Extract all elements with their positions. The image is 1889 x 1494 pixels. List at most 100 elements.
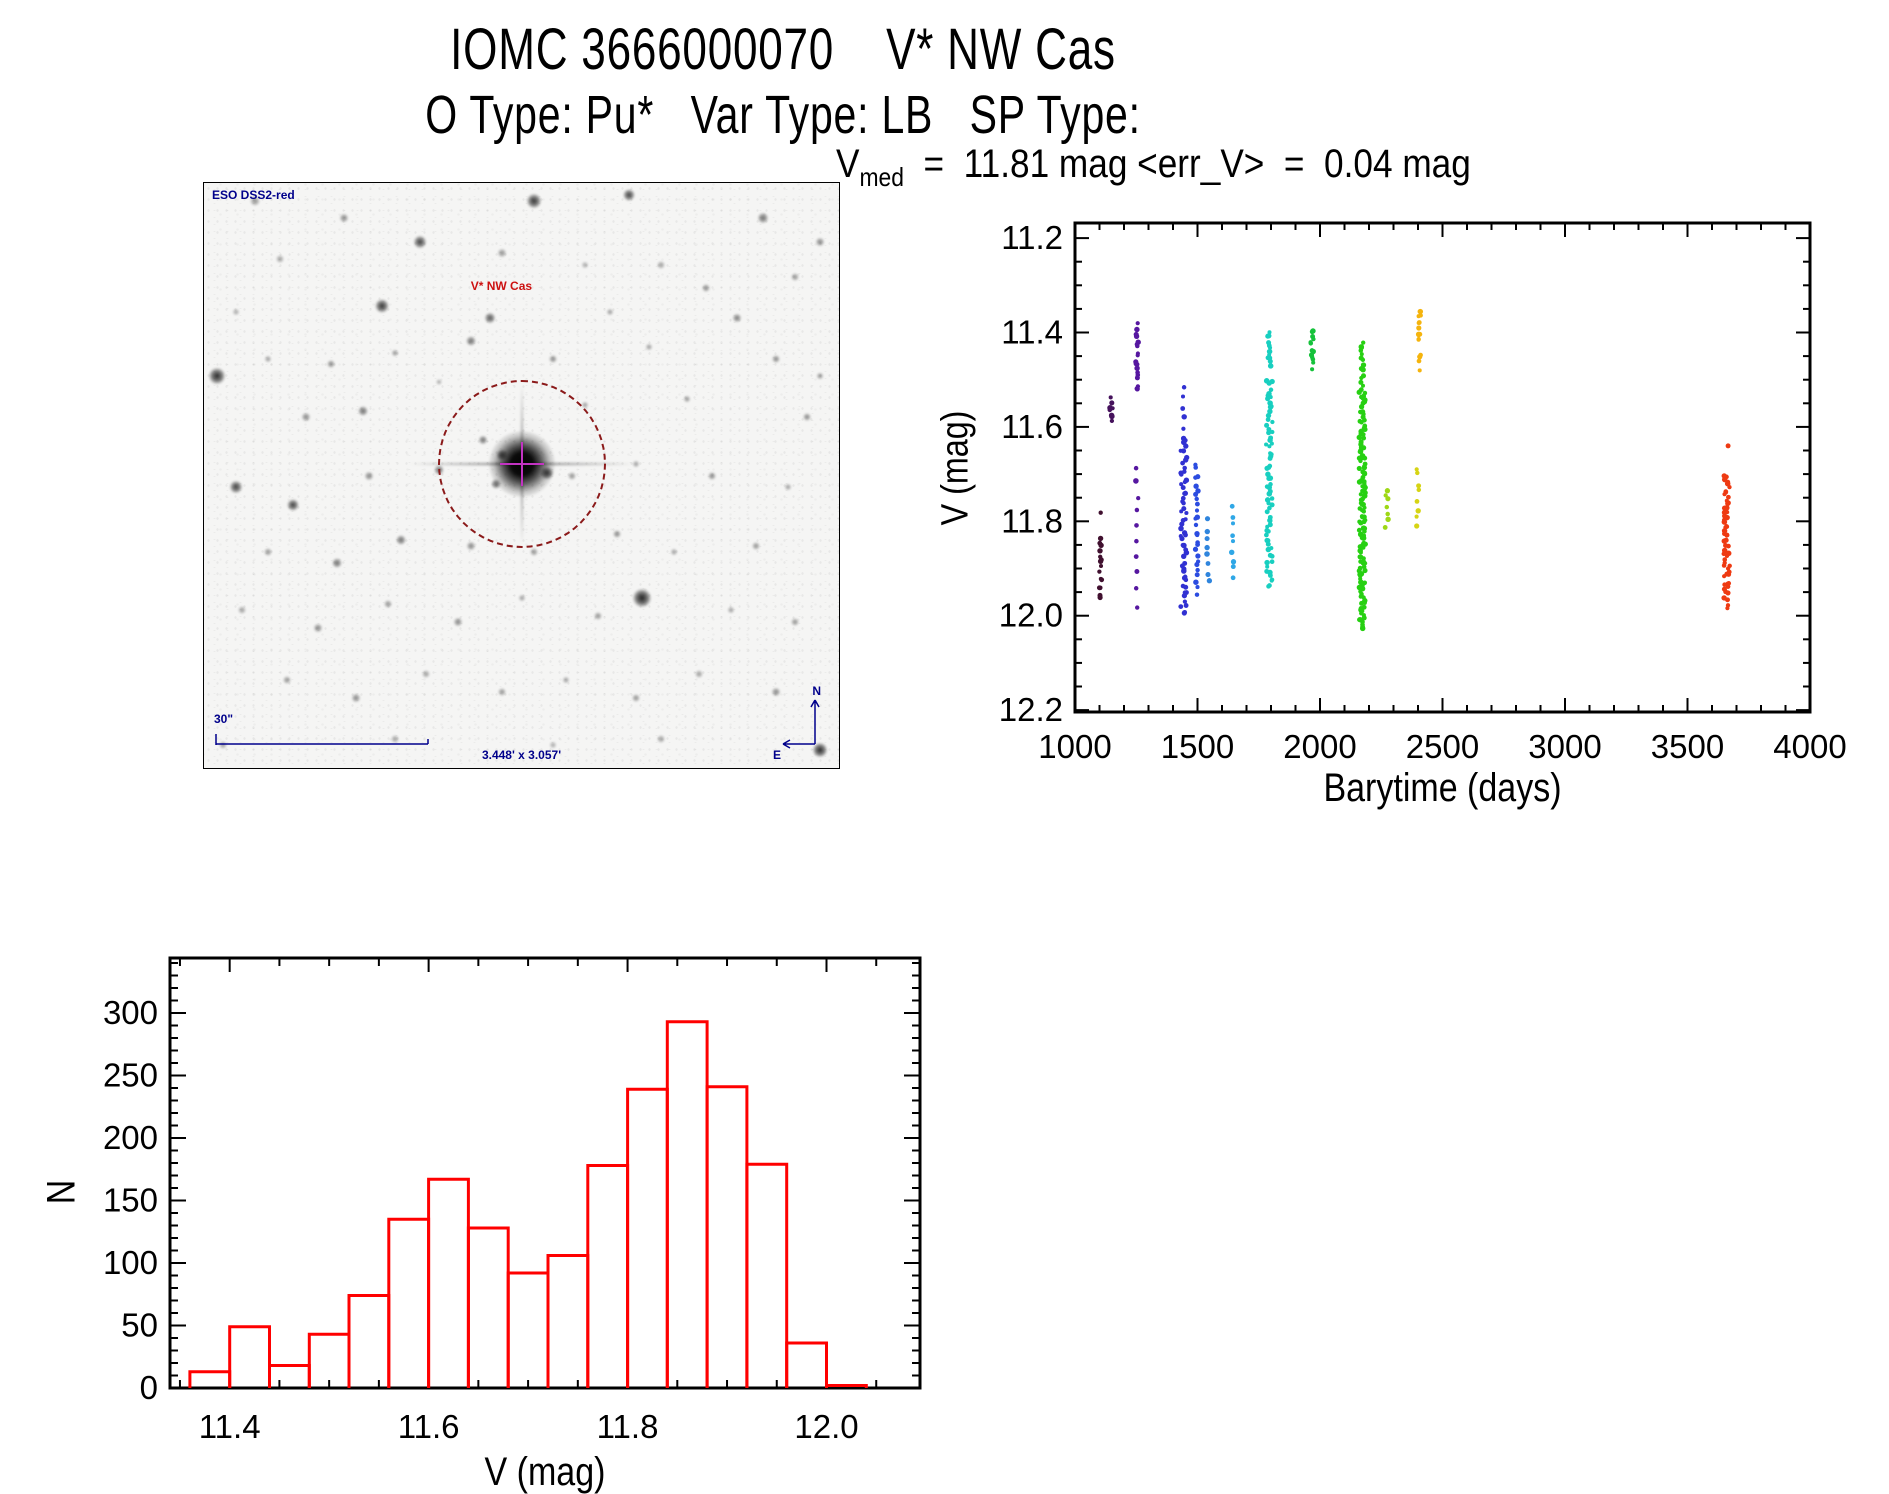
field-star — [422, 670, 431, 679]
histogram-plot: 11.4 11.6 11.8 12.0 0 50 100 150 200 250 300 — [103, 956, 922, 1445]
svg-text:1000: 1000 — [1038, 728, 1111, 765]
field-star — [727, 606, 735, 614]
field-star — [612, 530, 621, 538]
field-star — [632, 460, 640, 468]
crosshair-icon — [520, 441, 523, 486]
field-star — [518, 594, 525, 602]
field-star — [282, 676, 291, 685]
field-star — [784, 483, 792, 491]
field-star — [670, 548, 678, 556]
scatter-tick-labels: 1000 1500 2000 2500 3000 3500 4000 11.2 11.4 11.6… — [999, 219, 1847, 765]
field-star — [395, 534, 406, 545]
field-star — [606, 308, 614, 316]
field-star — [391, 349, 398, 357]
svg-text:12.0: 12.0 — [999, 597, 1063, 634]
compass-north-label: N — [812, 684, 821, 698]
field-star — [351, 693, 361, 703]
compass: N E — [771, 684, 833, 762]
svg-text:11.4: 11.4 — [1001, 314, 1063, 351]
field-star — [276, 255, 285, 264]
field-star — [708, 471, 716, 480]
svg-text:100: 100 — [103, 1244, 158, 1281]
field-star — [695, 670, 704, 679]
scatter-title: Vmed = 11.81 mag <err_V> = 0.04 mag — [836, 142, 1471, 193]
svg-text:3500: 3500 — [1651, 728, 1724, 765]
svg-text:11.6: 11.6 — [398, 1408, 460, 1445]
field-star — [593, 611, 602, 620]
field-star — [790, 617, 799, 626]
field-star — [562, 676, 570, 684]
field-star — [327, 360, 335, 369]
field-star — [263, 547, 272, 556]
scatter-plot: 1000 1500 2000 2500 3000 3500 4000 11.2 11.4 11.6… — [999, 219, 1847, 765]
field-star — [465, 335, 476, 346]
survey-label: ESO DSS2-red — [212, 188, 295, 202]
field-star — [581, 401, 589, 409]
field-star — [332, 558, 343, 569]
svg-text:11.2: 11.2 — [1001, 219, 1063, 256]
field-star — [771, 687, 780, 697]
field-star — [497, 248, 507, 258]
scale-bar-label: 30" — [214, 712, 234, 726]
field-star — [549, 741, 557, 749]
svg-text:2500: 2500 — [1406, 728, 1479, 765]
page-subtitle: O Type: Pu* Var Type: LB SP Type: — [425, 85, 1141, 145]
scatter-points — [1096, 308, 1732, 632]
field-star — [816, 372, 824, 380]
svg-text:12.0: 12.0 — [794, 1408, 858, 1445]
field-star — [498, 687, 507, 696]
compass-east-label: E — [773, 748, 782, 762]
field-star — [466, 541, 476, 551]
field-star — [229, 480, 243, 494]
field-star — [374, 298, 389, 313]
field-star — [413, 235, 427, 248]
field-star — [313, 623, 323, 633]
target-marker-circle-icon — [437, 379, 606, 548]
svg-text:11.8: 11.8 — [597, 1408, 659, 1445]
field-star — [249, 195, 260, 206]
svg-text:11.4: 11.4 — [199, 1408, 261, 1445]
svg-text:0: 0 — [140, 1369, 158, 1406]
field-star — [790, 272, 799, 281]
histogram-y-axis-label: N — [39, 1179, 84, 1205]
field-star — [812, 742, 828, 758]
histogram-tick-labels: 11.4 11.6 11.8 12.0 0 50 100 150 200 250 300 — [103, 994, 859, 1445]
field-star — [657, 260, 666, 269]
histogram-axes — [168, 956, 922, 1390]
svg-text:11.6: 11.6 — [1001, 408, 1063, 445]
scale-bar-icon — [215, 734, 429, 745]
field-star — [645, 343, 652, 351]
svg-text:11.8: 11.8 — [1001, 502, 1063, 539]
field-star — [390, 734, 399, 743]
field-star — [549, 354, 558, 363]
field-star — [453, 617, 463, 627]
field-star — [657, 734, 666, 743]
field-star — [757, 212, 769, 224]
scatter-title-subscript: med — [859, 162, 904, 192]
svg-text:250: 250 — [103, 1057, 158, 1094]
scatter-x-axis-label: Barytime (days) — [1323, 766, 1562, 810]
svg-text:3000: 3000 — [1528, 728, 1601, 765]
scatter-y-axis-label: V (mag) — [934, 410, 977, 526]
field-star — [803, 413, 812, 421]
compass-arrows-icon — [782, 699, 820, 749]
field-star — [683, 395, 691, 403]
field-star — [208, 367, 226, 385]
svg-text:4000: 4000 — [1773, 728, 1846, 765]
field-star — [701, 284, 710, 293]
field-star — [264, 355, 271, 362]
field-star — [815, 237, 825, 246]
scale-bar: 30" — [212, 712, 442, 750]
svg-text:12.2: 12.2 — [999, 691, 1063, 728]
field-star — [526, 193, 542, 209]
svg-text:200: 200 — [103, 1119, 158, 1156]
field-star — [771, 354, 780, 363]
svg-text:50: 50 — [121, 1307, 158, 1344]
histogram-x-axis-label: V (mag) — [484, 1450, 606, 1494]
field-star — [484, 312, 496, 324]
image-size-label: 3.448' x 3.057' — [481, 748, 562, 762]
svg-text:150: 150 — [103, 1182, 158, 1219]
svg-text:2000: 2000 — [1283, 728, 1356, 765]
field-star — [339, 213, 349, 223]
